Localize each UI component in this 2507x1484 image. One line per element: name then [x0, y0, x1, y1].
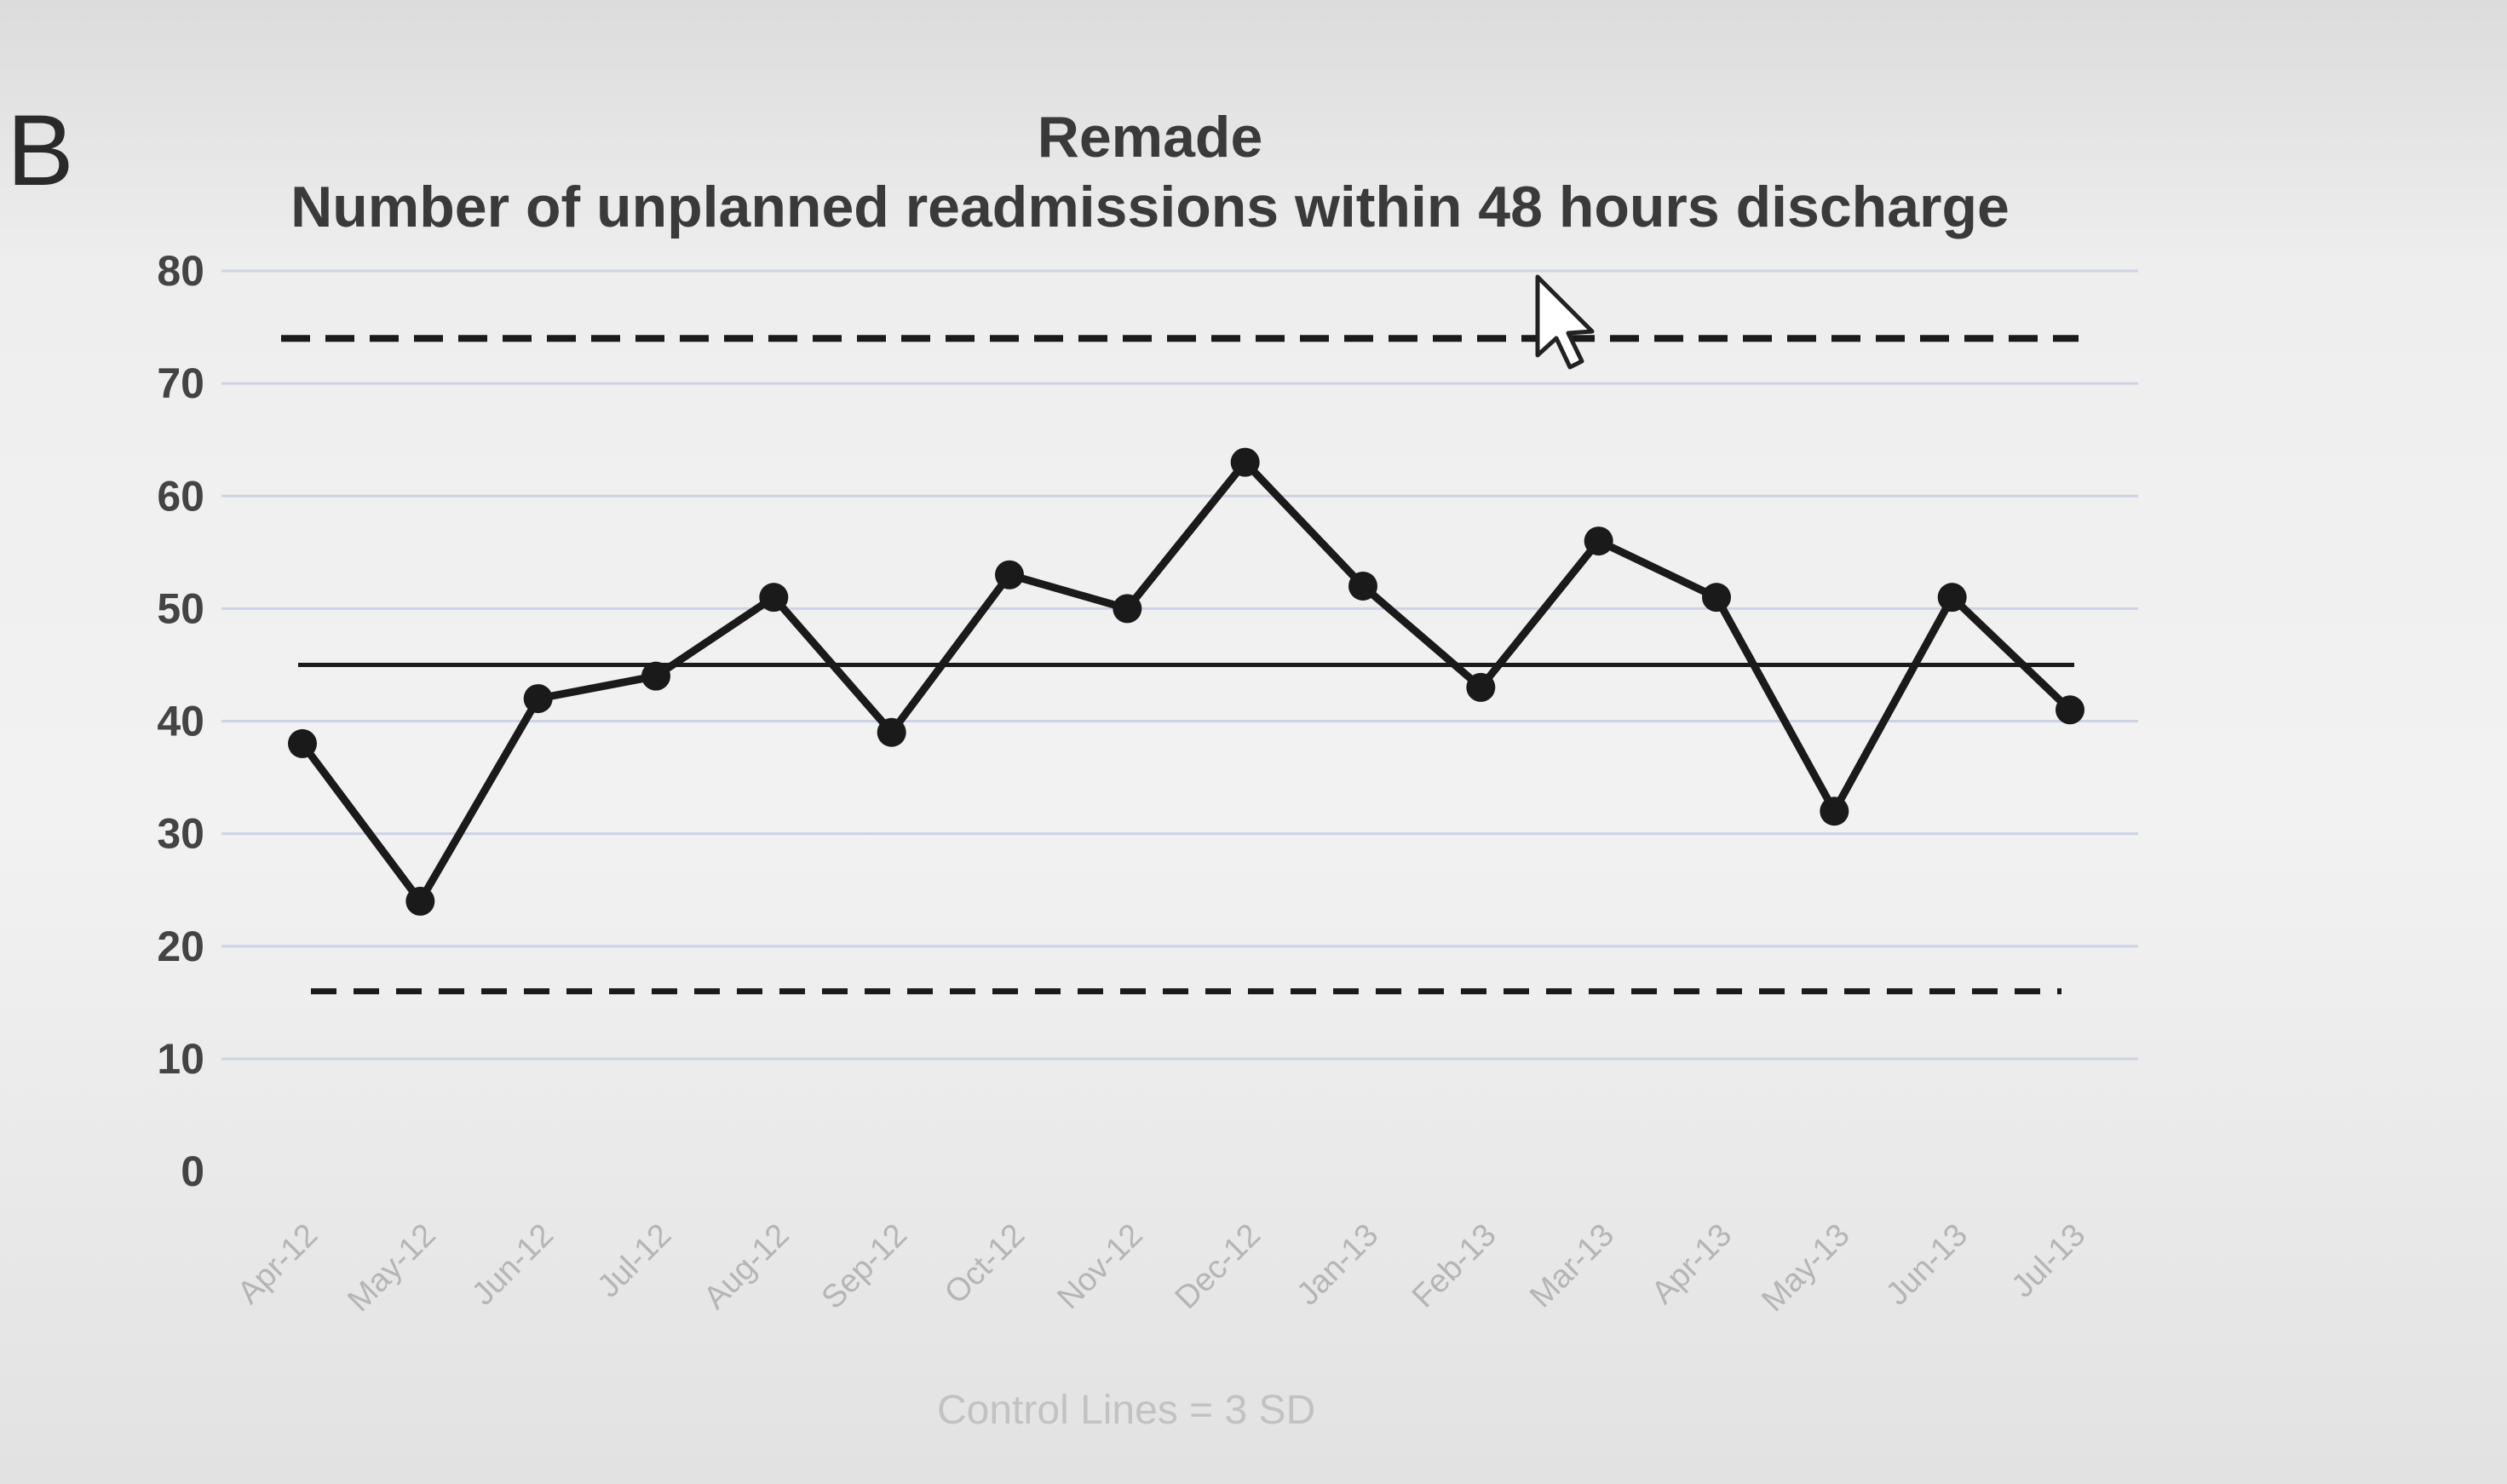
x-tick-label: Jul-13 [2004, 1217, 2092, 1305]
data-point [1937, 583, 1967, 613]
x-tick-label: Aug-12 [697, 1217, 796, 1316]
chart-title: Remade [1037, 105, 1263, 170]
mouse-pointer-icon [1535, 274, 1595, 370]
data-point [995, 560, 1024, 590]
x-tick-label: Apr-12 [231, 1217, 325, 1311]
data-point [1820, 797, 1849, 826]
data-point [2056, 695, 2084, 725]
chart-footnote: Control Lines = 3 SD [937, 1388, 1316, 1433]
data-point [1348, 571, 1377, 601]
x-tick-label: Jan-13 [1290, 1217, 1385, 1313]
data-point [523, 684, 553, 714]
panel-label: B [7, 95, 74, 207]
y-tick-label: 20 [157, 923, 204, 970]
x-tick-label: May-13 [1755, 1217, 1856, 1319]
x-tick-label: Oct-12 [938, 1217, 1032, 1311]
y-tick-label: 0 [181, 1148, 204, 1195]
data-point [1466, 672, 1496, 702]
chart-subtitle: Number of unplanned readmissions within … [290, 175, 2010, 239]
y-tick-label: 60 [157, 472, 204, 520]
x-tick-label: May-12 [341, 1217, 442, 1319]
series-line [299, 458, 2073, 906]
y-tick-label: 10 [157, 1035, 204, 1083]
data-point [288, 728, 317, 758]
data-point [877, 717, 906, 747]
y-tick-label: 70 [157, 359, 204, 407]
y-tick-label: 80 [157, 247, 204, 295]
x-tick-label: Jun-13 [1879, 1217, 1975, 1313]
data-point [641, 661, 670, 691]
y-tick-label: 40 [157, 698, 204, 745]
y-tick-label: 30 [157, 810, 204, 858]
data-point [1702, 583, 1731, 613]
data-point [759, 583, 789, 613]
x-tick-label: Dec-12 [1169, 1217, 1268, 1316]
x-tick-label: Jul-12 [590, 1217, 678, 1305]
data-point [405, 886, 435, 916]
x-tick-label: Sep-12 [815, 1217, 914, 1316]
x-tick-label: Mar-13 [1523, 1217, 1621, 1315]
x-tick-label: Feb-13 [1406, 1217, 1504, 1315]
x-tick-label: Apr-13 [1645, 1217, 1739, 1311]
data-point [1584, 526, 1613, 556]
x-tick-label: Nov-12 [1050, 1217, 1149, 1316]
x-tick-label: Jun-12 [465, 1217, 561, 1313]
data-point [1230, 447, 1260, 477]
y-tick-label: 50 [157, 584, 204, 632]
data-point [1113, 594, 1142, 624]
